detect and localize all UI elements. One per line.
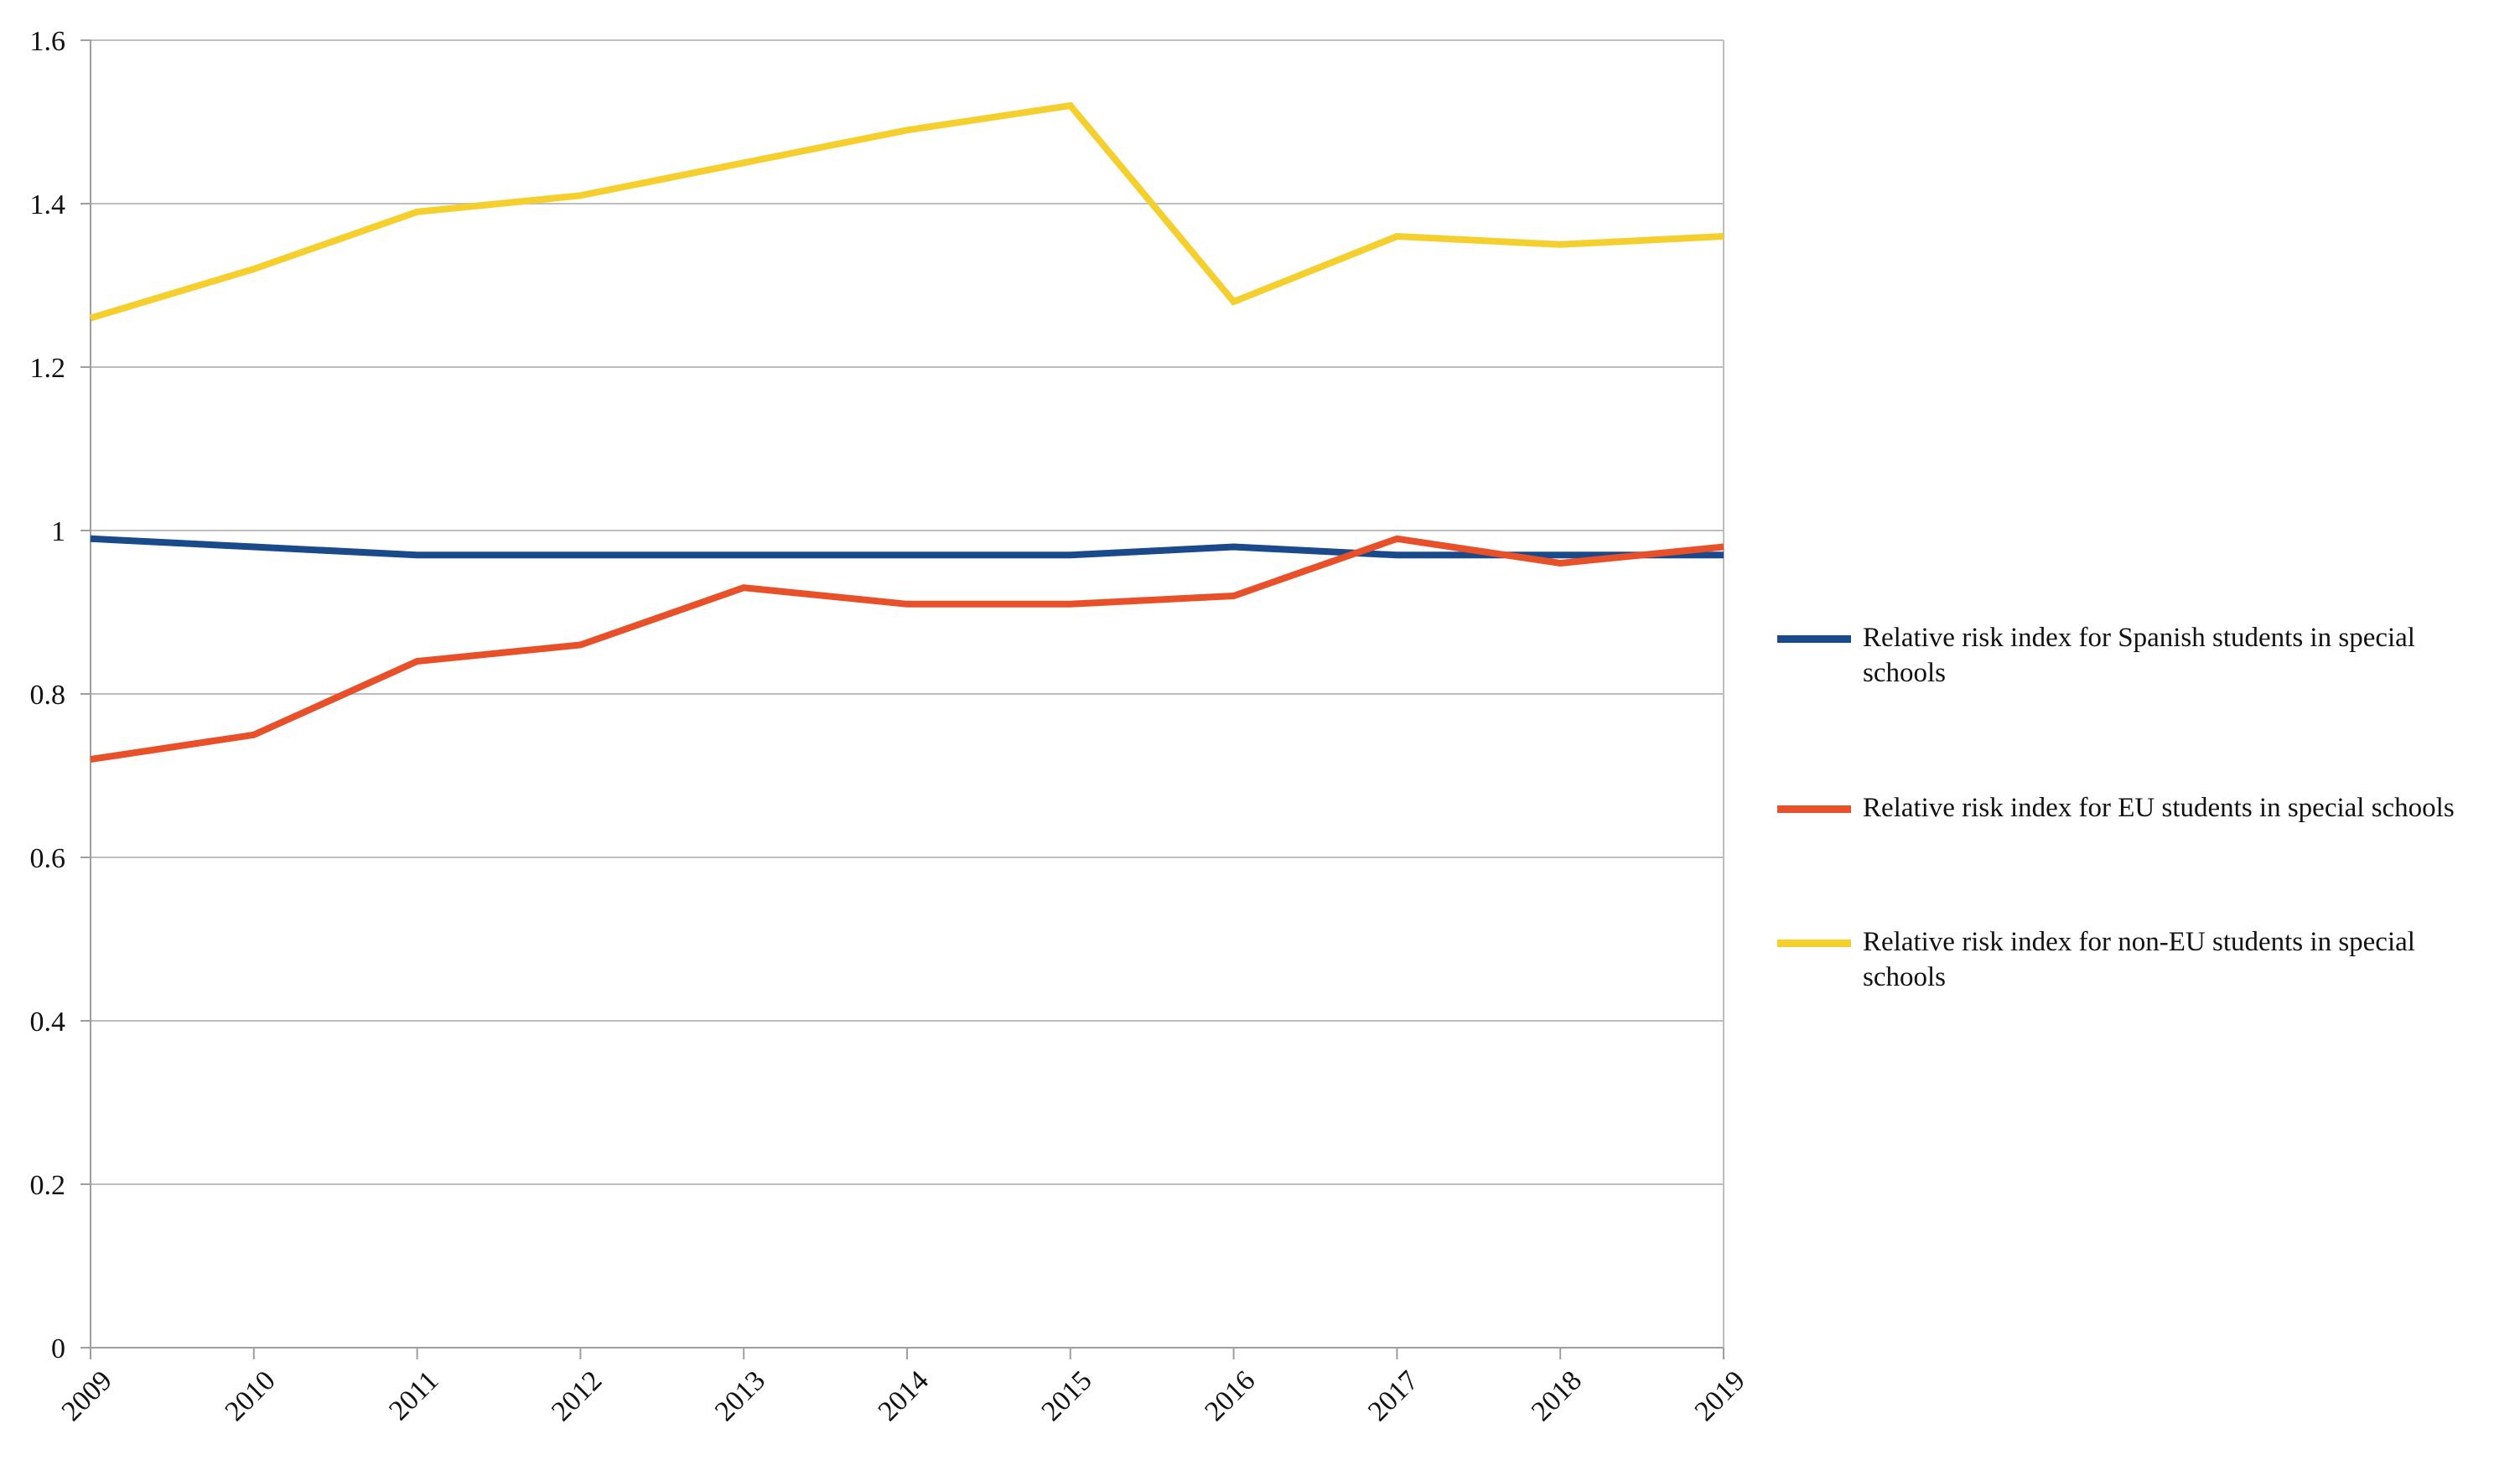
x-tick-label-2014: 2014: [873, 1365, 935, 1427]
x-tick-label-2009: 2009: [56, 1365, 118, 1427]
y-axis-tick-labels: 0 0.2 0.4 0.6 0.8 1 1.2 1.4 1.6: [30, 26, 66, 1364]
series-lines: [89, 101, 1724, 763]
x-tick-label-2019: 2019: [1689, 1365, 1751, 1427]
gridlines: [91, 39, 1724, 1185]
series-line-eu: [90, 535, 1724, 763]
legend-item-non-eu: Relative risk index for non-EU students …: [1777, 924, 2507, 995]
series-line-spanish: [90, 535, 1724, 559]
x-tick-label-2015: 2015: [1035, 1365, 1097, 1427]
legend-swatch-non-eu: [1777, 940, 1851, 947]
y-tick-label: 0.4: [30, 1007, 66, 1038]
legend-label-non-eu: Relative risk index for non-EU students …: [1863, 927, 2415, 992]
x-tick-label-2012: 2012: [546, 1365, 608, 1427]
legend-swatch-eu: [1777, 805, 1851, 813]
y-tick-label: 0.6: [30, 843, 66, 874]
y-tick-label: 1: [51, 516, 65, 547]
legend-label-eu: Relative risk index for EU students in s…: [1863, 793, 2455, 823]
x-tick-label-2018: 2018: [1526, 1365, 1588, 1427]
x-tick-label-2013: 2013: [709, 1365, 771, 1427]
y-tick-label: 1.6: [30, 26, 66, 57]
x-tick-label-2010: 2010: [219, 1365, 281, 1427]
x-tick-label-2017: 2017: [1362, 1365, 1424, 1427]
legend-label-spanish: Relative risk index for Spanish students…: [1863, 623, 2415, 688]
axes: [80, 39, 1724, 1359]
legend-item-eu: Relative risk index for EU students in s…: [1777, 790, 2507, 826]
y-tick-label: 0: [51, 1333, 65, 1364]
x-tick-label-2016: 2016: [1199, 1365, 1261, 1427]
legend-swatch-spanish: [1777, 635, 1851, 643]
y-tick-label: 1.2: [30, 353, 66, 384]
x-tick-label-2011: 2011: [383, 1365, 444, 1426]
y-tick-label: 1.4: [30, 189, 66, 220]
y-tick-label: 0.2: [30, 1170, 66, 1201]
series-line-non-eu: [89, 101, 1724, 322]
x-axis-tick-labels: 2009 2010 2011 2012 2013 2014 2015 2016 2017 2018…: [56, 1365, 1751, 1427]
legend-item-spanish: Relative risk index for Spanish students…: [1777, 620, 2507, 691]
y-tick-label: 0.8: [30, 680, 66, 711]
